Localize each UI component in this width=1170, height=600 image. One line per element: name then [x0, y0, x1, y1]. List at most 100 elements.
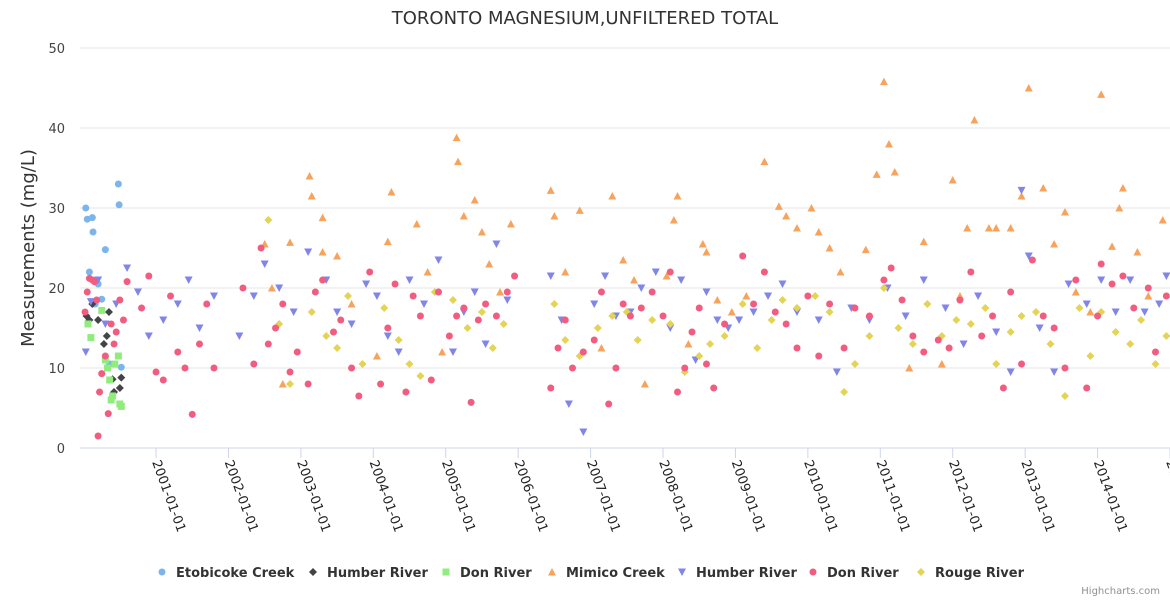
data-point[interactable]	[482, 300, 490, 308]
data-point[interactable]	[992, 328, 1001, 337]
data-point[interactable]	[434, 256, 443, 265]
data-point[interactable]	[793, 344, 801, 352]
data-point[interactable]	[347, 300, 356, 308]
data-point[interactable]	[1006, 328, 1015, 336]
data-point[interactable]	[1071, 288, 1080, 296]
data-point[interactable]	[760, 157, 769, 166]
data-point[interactable]	[112, 328, 120, 336]
data-point[interactable]	[333, 308, 342, 317]
data-point[interactable]	[941, 304, 950, 313]
data-point[interactable]	[416, 372, 425, 380]
legend-item[interactable]: Humber River	[309, 566, 428, 581]
data-point[interactable]	[305, 172, 314, 180]
data-point[interactable]	[333, 344, 342, 352]
data-point[interactable]	[1072, 276, 1080, 284]
data-point[interactable]	[547, 384, 555, 392]
data-point[interactable]	[1115, 204, 1124, 212]
legend-item[interactable]: Don River	[442, 566, 533, 581]
data-point[interactable]	[909, 332, 917, 340]
data-point[interactable]	[920, 348, 928, 356]
data-point[interactable]	[188, 410, 196, 418]
legend-item[interactable]: Rouge River	[917, 566, 1025, 581]
data-point[interactable]	[115, 384, 124, 392]
data-point[interactable]	[318, 213, 327, 222]
legend-item[interactable]: Humber River	[678, 566, 797, 581]
data-point[interactable]	[1126, 276, 1135, 285]
data-point[interactable]	[343, 292, 352, 300]
data-point[interactable]	[435, 288, 443, 296]
legend-item[interactable]: Etobicoke Creek	[158, 566, 295, 581]
data-point[interactable]	[832, 368, 841, 377]
data-point[interactable]	[88, 214, 96, 222]
data-point[interactable]	[138, 304, 146, 312]
data-point[interactable]	[470, 196, 479, 204]
data-point[interactable]	[209, 292, 218, 301]
data-point[interactable]	[506, 220, 515, 228]
data-point[interactable]	[1061, 364, 1069, 372]
data-point[interactable]	[477, 308, 486, 316]
data-point[interactable]	[1097, 260, 1105, 268]
data-point[interactable]	[174, 348, 182, 356]
data-point[interactable]	[278, 380, 287, 388]
data-point[interactable]	[608, 312, 617, 320]
data-point[interactable]	[1082, 300, 1091, 309]
data-point[interactable]	[423, 268, 432, 276]
data-point[interactable]	[721, 320, 729, 328]
data-point[interactable]	[814, 316, 823, 325]
data-point[interactable]	[727, 308, 736, 316]
data-point[interactable]	[286, 368, 294, 376]
data-point[interactable]	[322, 332, 331, 340]
data-point[interactable]	[774, 202, 783, 210]
data-point[interactable]	[96, 388, 104, 396]
data-point[interactable]	[470, 288, 479, 297]
data-point[interactable]	[488, 344, 497, 352]
data-point[interactable]	[666, 324, 675, 333]
data-point[interactable]	[1006, 368, 1015, 377]
data-point[interactable]	[383, 332, 392, 341]
data-point[interactable]	[1111, 308, 1120, 317]
data-point[interactable]	[467, 398, 475, 406]
data-point[interactable]	[117, 363, 125, 371]
data-point[interactable]	[945, 344, 953, 352]
data-point[interactable]	[901, 312, 910, 321]
data-point[interactable]	[358, 360, 367, 368]
data-point[interactable]	[402, 388, 410, 396]
data-point[interactable]	[1158, 216, 1167, 224]
data-point[interactable]	[601, 272, 610, 281]
data-point[interactable]	[782, 212, 791, 220]
data-point[interactable]	[597, 288, 605, 296]
data-point[interactable]	[630, 276, 639, 284]
data-point[interactable]	[304, 380, 312, 388]
credits-link[interactable]: Highcharts.com	[1081, 586, 1160, 597]
data-point[interactable]	[984, 224, 993, 232]
data-point[interactable]	[825, 244, 834, 252]
data-point[interactable]	[619, 300, 627, 308]
data-point[interactable]	[1028, 256, 1036, 264]
data-point[interactable]	[114, 352, 122, 360]
data-point[interactable]	[952, 316, 961, 324]
data-point[interactable]	[966, 320, 975, 328]
data-point[interactable]	[608, 192, 617, 200]
data-point[interactable]	[1006, 224, 1015, 232]
data-point[interactable]	[764, 292, 773, 301]
data-point[interactable]	[104, 410, 112, 418]
data-point[interactable]	[804, 292, 812, 300]
data-point[interactable]	[908, 340, 917, 348]
data-point[interactable]	[1144, 292, 1153, 300]
data-point[interactable]	[235, 332, 244, 341]
data-point[interactable]	[666, 268, 674, 276]
data-point[interactable]	[485, 260, 494, 268]
data-point[interactable]	[460, 304, 468, 312]
data-point[interactable]	[633, 336, 642, 344]
data-point[interactable]	[884, 140, 893, 148]
data-point[interactable]	[311, 288, 319, 296]
data-point[interactable]	[362, 280, 371, 289]
data-point[interactable]	[981, 304, 990, 312]
data-point[interactable]	[898, 296, 906, 304]
data-point[interactable]	[286, 380, 295, 388]
data-point[interactable]	[923, 300, 932, 308]
data-point[interactable]	[111, 360, 119, 368]
data-point[interactable]	[307, 192, 316, 200]
data-point[interactable]	[1050, 368, 1059, 377]
data-point[interactable]	[702, 288, 711, 297]
